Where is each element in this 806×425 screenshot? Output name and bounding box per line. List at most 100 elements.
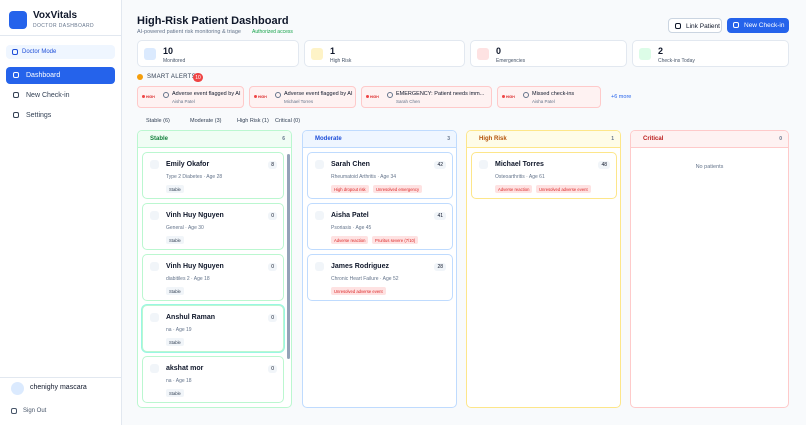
column-count: 6 [282,136,285,142]
column-header: Stable 6 [138,131,291,148]
tag: Adverse reaction [331,236,369,244]
alert-patient: Aisha Patel [532,99,555,104]
nav-item[interactable]: Settings [6,107,115,124]
tag: Adverse reaction [495,185,533,193]
icon [11,408,17,414]
brand-subtitle: DOCTOR DASHBOARD [33,23,95,29]
column: Stable 6 Emily Okafor 8 Type 2 Diabetes · Ag… [137,130,292,408]
dot [254,95,257,98]
patient-detail: na · Age 18 [166,378,192,384]
patient-name: Michael Torres [495,161,544,168]
alert-card[interactable]: HIGH Adverse event flagged by AI Michael T… [249,86,356,108]
column: Critical 0 No patients [630,130,789,408]
patient-name: Emily Okafor [166,161,210,168]
legend-item: Stable (6) [146,118,170,124]
patient-card[interactable]: Vinh Huy Nguyen 0 diabitiles 2 · Age 18 Sta… [142,254,284,301]
link-patient-button[interactable]: Link Patient [668,18,722,33]
column-header: High Risk 1 [467,131,620,148]
alerts-title: SMART ALERTS [147,74,196,80]
nav-item[interactable]: New Check-in [6,87,115,104]
tag: Stable [166,287,184,295]
stat-value: 0 [496,46,502,56]
stat-card: 1 High Risk [304,40,465,67]
column-header: Critical 0 [631,131,788,148]
auth-badge: Authorized access [252,29,293,35]
patient-card[interactable]: Sarah Chen 42 Rheumatoid Arthritis · Age 3… [307,152,453,199]
patient-card[interactable]: Michael Torres 48 Osteoarthritis · Age 61 A… [471,152,617,199]
alert-patient: Michael Torres [284,99,314,104]
patient-detail: General · Age 30 [166,225,204,231]
alert-card[interactable]: HIGH Adverse event flagged by AI Aisha Pat… [137,86,244,108]
stat-label: High Risk [330,58,352,64]
doctor-mode: Doctor Mode [6,45,115,59]
patient-card[interactable]: Aisha Patel 41 Psoriasis · Age 45 Adverse r… [307,203,453,250]
patient-card[interactable]: Anshul Raman 0 na · Age 19 Stable [142,305,284,352]
tag: Stable [166,338,184,346]
alert-title: Adverse event flagged by AI [284,91,353,97]
risk-score: 42 [434,161,446,169]
stat-card: 0 Emergencies [470,40,627,67]
new-checkin-button[interactable]: New Check-in [727,18,789,33]
patient-card[interactable]: akshat mor 0 na · Age 18 Stable [142,356,284,403]
stat-value: 10 [163,46,174,56]
patient-name: James Rodriguez [331,263,389,270]
sidebar: VoxVitals DOCTOR DASHBOARD Doctor Mode Dash… [0,0,122,425]
column: Moderate 3 Sarah Chen 42 Rheumatoid Arthriti… [302,130,457,408]
stat-card: 2 Check-ins Today [632,40,789,67]
tag: Stable [166,185,184,193]
alert-card[interactable]: HIGH EMERGENCY: Patient needs imm... Sarah… [361,86,492,108]
icon [13,112,19,118]
alert-level: HIGH [370,95,379,99]
icon [13,92,19,98]
alert-title: EMERGENCY: Patient needs imm... [396,91,485,97]
stat-label: Check-ins Today [658,58,695,64]
brand: VoxVitals [33,10,78,21]
more-alerts[interactable]: +6 more [611,94,632,100]
icon [733,22,739,28]
logo [9,11,27,29]
risk-score: 0 [268,263,277,271]
dot [502,95,505,98]
icon [387,92,393,98]
alert-level: HIGH [258,95,267,99]
risk-score: 0 [268,212,277,220]
tag: Pruritus severe (7/10) [372,236,419,244]
avatar [315,262,324,271]
tag: Stable [166,236,184,244]
patient-name: Aisha Patel [331,212,369,219]
nav-item[interactable]: Dashboard [6,67,115,84]
patient-name: Vinh Huy Nguyen [166,212,224,219]
column-count: 0 [779,136,782,142]
column-count: 3 [447,136,450,142]
legend-item: High Risk (1) [237,118,269,124]
divider [0,35,121,36]
stat-value: 2 [658,46,664,56]
alert-level: HIGH [146,95,155,99]
column-count: 1 [611,136,614,142]
patient-card[interactable]: James Rodriguez 28 Chronic Heart Failure ·… [307,254,453,301]
patient-name: akshat mor [166,365,204,372]
alert-card[interactable]: HIGH Missed check-ins Aisha Patel [497,86,601,108]
dot [142,95,145,98]
avatar [11,382,24,395]
risk-score: 0 [268,314,277,322]
stat-icon [144,48,156,60]
avatar [150,364,159,373]
icon [523,92,529,98]
patient-detail: diabitiles 2 · Age 18 [166,276,210,282]
stat-value: 1 [330,46,336,56]
patient-card[interactable]: Emily Okafor 8 Type 2 Diabetes · Age 28 Sta… [142,152,284,199]
patient-detail: Psoriasis · Age 45 [331,225,372,231]
tag: Unresolved emergency [373,185,423,193]
patient-detail: Rheumatoid Arthritis · Age 34 [331,174,397,180]
avatar [150,211,159,220]
icon [163,92,169,98]
patient-detail: na · Age 19 [166,327,192,333]
patient-name: Vinh Huy Nguyen [166,263,224,270]
alert-patient: Sarah Chen [396,99,421,104]
avatar [315,211,324,220]
patient-card[interactable]: Vinh Huy Nguyen 0 General · Age 30 Stable [142,203,284,250]
stat-label: Monitored [163,58,186,64]
alert-title: Missed check-ins [532,91,575,97]
sign-out[interactable]: Sign Out [11,408,46,414]
